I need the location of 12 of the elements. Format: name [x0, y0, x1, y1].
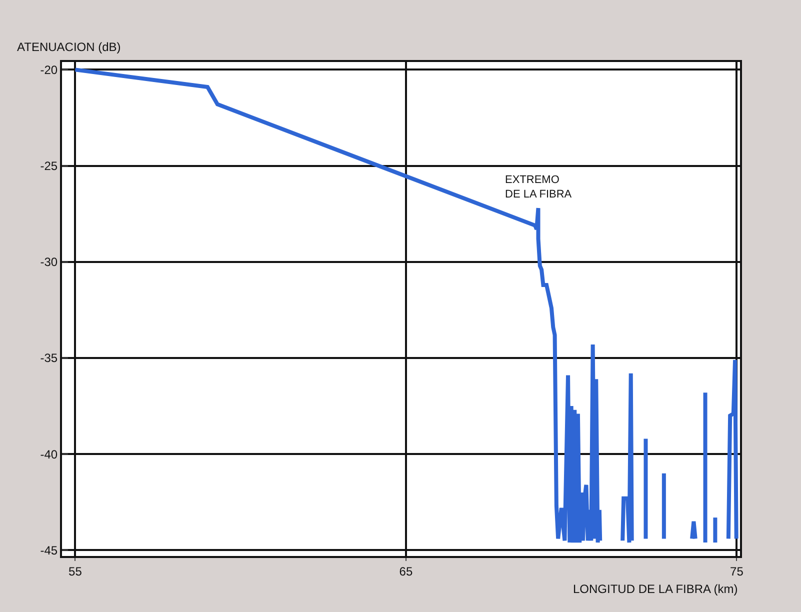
y-tick-label: -25: [40, 159, 58, 173]
x-tick-label: 55: [68, 564, 82, 578]
x-axis-title: LONGITUD DE LA FIBRA (km): [573, 582, 738, 596]
x-tick-label: 75: [730, 564, 744, 578]
y-tick-label: -30: [40, 255, 58, 270]
x-tick-label: 65: [399, 564, 413, 578]
y-axis-title: ATENUACION (dB): [17, 40, 121, 54]
y-tick-label: -45: [40, 543, 58, 558]
annotation: EXTREMO DE LA FIBRA: [505, 174, 572, 200]
y-tick-label: -20: [40, 62, 58, 77]
y-tick-label: -40: [40, 447, 58, 462]
y-tick-label: -35: [40, 351, 58, 366]
